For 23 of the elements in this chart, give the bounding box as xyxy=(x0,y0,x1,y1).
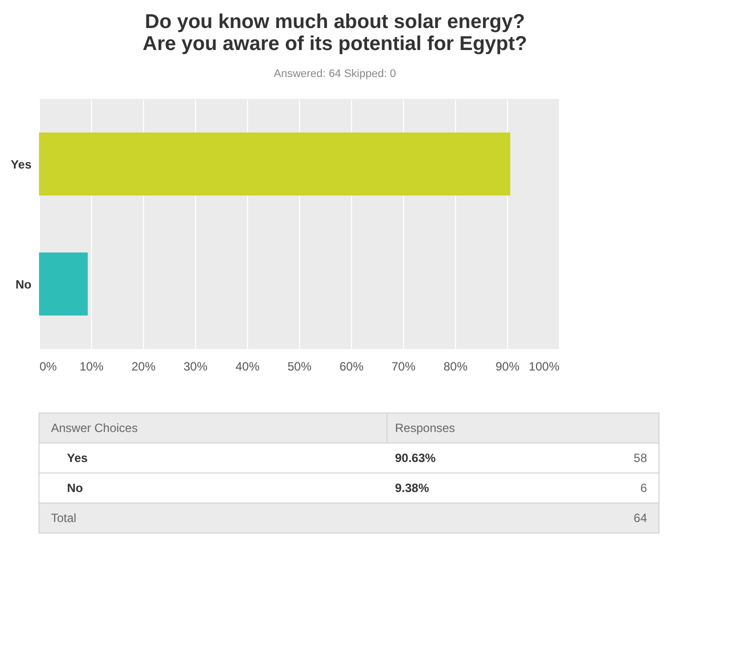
text: 90.63% xyxy=(395,451,436,465)
x-tick-label: 40% xyxy=(235,360,260,374)
text: Answer Choices xyxy=(51,421,138,435)
x-tick-label: 0% xyxy=(40,360,58,374)
chart-title: Do you know much about solar energy? Are you aware of its potential for Egypt? xyxy=(142,11,528,55)
x-tick-label: 20% xyxy=(131,360,156,374)
x-tick-label: 10% xyxy=(79,360,104,374)
x-tick-label: 30% xyxy=(183,360,208,374)
x-tick-label: 80% xyxy=(443,360,468,374)
text: 9.38% xyxy=(395,481,430,495)
x-tick-label: 50% xyxy=(287,360,312,374)
x-tick-label: 100% xyxy=(528,360,560,374)
x-tick-label: 60% xyxy=(339,360,364,374)
category-label: Yes xyxy=(67,451,88,465)
text: 6 xyxy=(640,481,648,495)
x-tick-label: 70% xyxy=(391,360,416,374)
category-label: No xyxy=(67,481,83,495)
text: Total xyxy=(51,511,76,525)
text: 58 xyxy=(634,451,648,465)
text: 64 xyxy=(634,511,648,525)
text: Responses xyxy=(395,421,456,435)
chart-subtitle: Answered: 64 Skipped: 0 xyxy=(274,68,396,80)
x-tick-label: 90% xyxy=(495,360,520,374)
